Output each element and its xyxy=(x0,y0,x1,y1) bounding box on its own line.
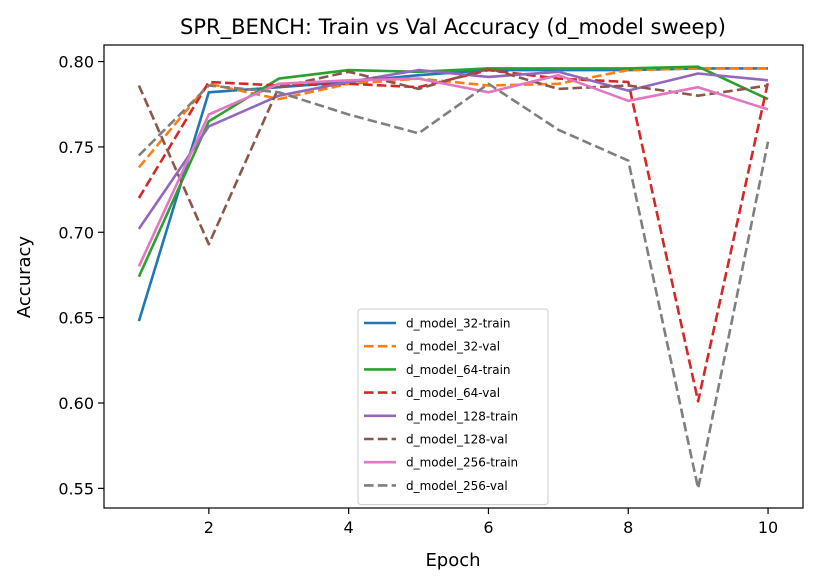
y-axis-label: Accuracy xyxy=(14,236,35,319)
legend-label: d_model_32-val xyxy=(406,340,500,354)
x-tick-label: 10 xyxy=(758,518,778,537)
series-layer xyxy=(137,65,770,490)
legend-label: d_model_256-val xyxy=(406,479,508,493)
series-line-d_model_128-train xyxy=(137,68,769,230)
legend-label: d_model_32-train xyxy=(406,317,511,331)
series-line-d_model_64-train xyxy=(137,65,769,278)
legend-label: d_model_128-val xyxy=(406,433,508,447)
legend-label: d_model_64-train xyxy=(406,363,511,377)
x-axis: 2 4 6 8 10 xyxy=(204,508,778,537)
y-tick-label: 0.55 xyxy=(58,479,94,498)
y-tick-label: 0.65 xyxy=(58,309,94,328)
x-tick-label: 6 xyxy=(483,518,493,537)
legend-label: d_model_128-train xyxy=(406,409,518,423)
chart-title: SPR_BENCH: Train vs Val Accuracy (d_mode… xyxy=(180,15,726,40)
x-tick-label: 4 xyxy=(344,518,354,537)
series-line-d_model_128-val xyxy=(137,67,769,246)
x-axis-label: Epoch xyxy=(425,550,480,571)
legend: d_model_32-train d_model_32-val d_model_64… xyxy=(357,308,549,506)
series-line-d_model_256-train xyxy=(137,73,769,267)
x-tick-label: 2 xyxy=(204,518,214,537)
y-tick-label: 0.60 xyxy=(58,394,94,413)
plot-area xyxy=(103,44,804,509)
series-line-d_model_32-val xyxy=(137,67,768,169)
plot-frame xyxy=(103,44,804,509)
y-axis: 0.55 0.60 0.65 0.70 0.75 0.80 xyxy=(58,53,104,498)
y-tick-label: 0.80 xyxy=(58,53,94,72)
x-tick-label: 8 xyxy=(623,518,633,537)
y-tick-label: 0.75 xyxy=(58,138,94,157)
legend-box xyxy=(357,308,549,506)
legend-label: d_model_256-train xyxy=(406,456,518,470)
legend-label: d_model_64-val xyxy=(406,386,500,400)
y-tick-label: 0.70 xyxy=(58,223,94,242)
